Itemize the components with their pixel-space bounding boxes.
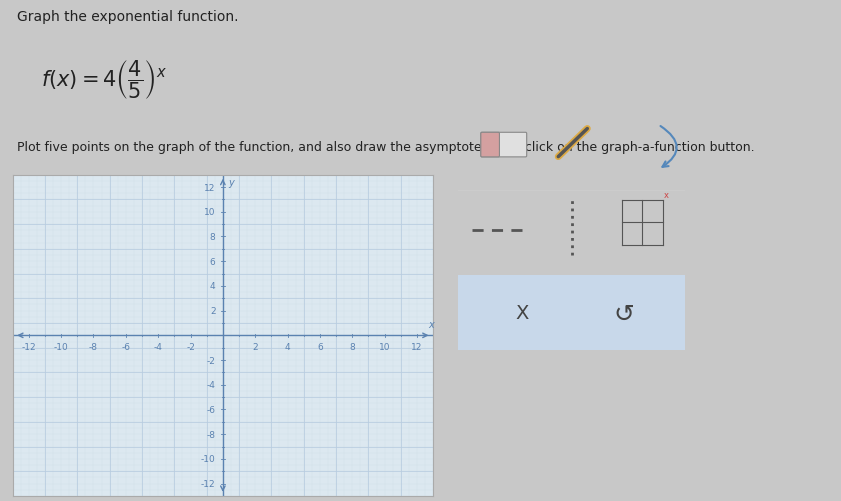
Text: 8: 8 xyxy=(210,232,215,241)
Text: -2: -2 xyxy=(186,343,195,351)
Text: Plot five points on the graph of the function, and also draw the asymptote. Then: Plot five points on the graph of the fun… xyxy=(17,141,754,153)
Text: -12: -12 xyxy=(22,343,36,351)
Text: -8: -8 xyxy=(207,430,215,439)
Text: -6: -6 xyxy=(121,343,130,351)
Text: 12: 12 xyxy=(411,343,423,351)
Text: -2: -2 xyxy=(207,356,215,365)
FancyBboxPatch shape xyxy=(481,133,500,157)
Text: 10: 10 xyxy=(204,208,215,217)
Text: 2: 2 xyxy=(252,343,258,351)
Text: -10: -10 xyxy=(201,454,215,463)
Text: -4: -4 xyxy=(207,380,215,389)
FancyBboxPatch shape xyxy=(481,133,526,157)
Text: y: y xyxy=(229,178,235,188)
Text: 12: 12 xyxy=(204,183,215,192)
Text: x: x xyxy=(429,319,434,329)
Text: $f(x)=4\left(\dfrac{4}{5}\right)^x$: $f(x)=4\left(\dfrac{4}{5}\right)^x$ xyxy=(41,58,167,101)
Text: -4: -4 xyxy=(154,343,162,351)
Text: X: X xyxy=(516,304,529,323)
Text: -6: -6 xyxy=(207,405,215,414)
Text: 6: 6 xyxy=(317,343,323,351)
Text: 4: 4 xyxy=(285,343,290,351)
Text: x: x xyxy=(664,190,669,199)
Text: 10: 10 xyxy=(378,343,390,351)
Text: 6: 6 xyxy=(210,257,215,266)
FancyBboxPatch shape xyxy=(458,276,685,351)
Text: -8: -8 xyxy=(89,343,98,351)
Text: 2: 2 xyxy=(210,307,215,316)
Text: 8: 8 xyxy=(349,343,355,351)
Text: -10: -10 xyxy=(54,343,68,351)
Text: -12: -12 xyxy=(201,479,215,488)
Text: 4: 4 xyxy=(210,282,215,291)
Text: Graph the exponential function.: Graph the exponential function. xyxy=(17,10,238,24)
Text: $\circlearrowleft$: $\circlearrowleft$ xyxy=(609,301,635,325)
